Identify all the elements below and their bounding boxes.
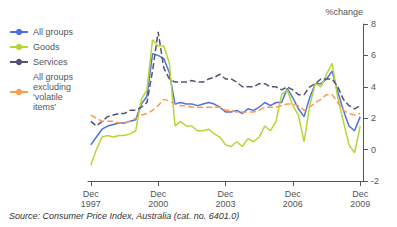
svg-text:0: 0 [371,145,376,155]
svg-text:items': items' [33,102,57,112]
svg-text:Dec: Dec [150,189,167,199]
svg-text:All groups: All groups [33,72,74,82]
svg-text:Services: Services [33,57,68,67]
svg-text:4: 4 [371,82,376,92]
svg-text:2: 2 [371,113,376,123]
svg-text:Dec: Dec [83,189,100,199]
svg-text:excluding: excluding [33,82,71,92]
svg-text:Dec: Dec [352,189,369,199]
svg-text:%change: %change [325,7,363,17]
svg-text:2006: 2006 [283,199,303,209]
svg-text:2000: 2000 [148,199,168,209]
svg-text:Dec: Dec [285,189,302,199]
svg-text:-2: -2 [371,176,379,186]
svg-text:2009: 2009 [350,199,370,209]
svg-text:6: 6 [371,50,376,60]
svg-text:All groups: All groups [33,27,74,37]
svg-text:Goods: Goods [33,42,60,52]
svg-text:1997: 1997 [81,199,101,209]
svg-text:'volatile: 'volatile [33,92,63,102]
svg-text:Source: Consumer Price Index,: Source: Consumer Price Index, Australia … [9,211,239,221]
svg-text:Dec: Dec [217,189,234,199]
svg-text:8: 8 [371,19,376,29]
svg-text:2003: 2003 [215,199,235,209]
